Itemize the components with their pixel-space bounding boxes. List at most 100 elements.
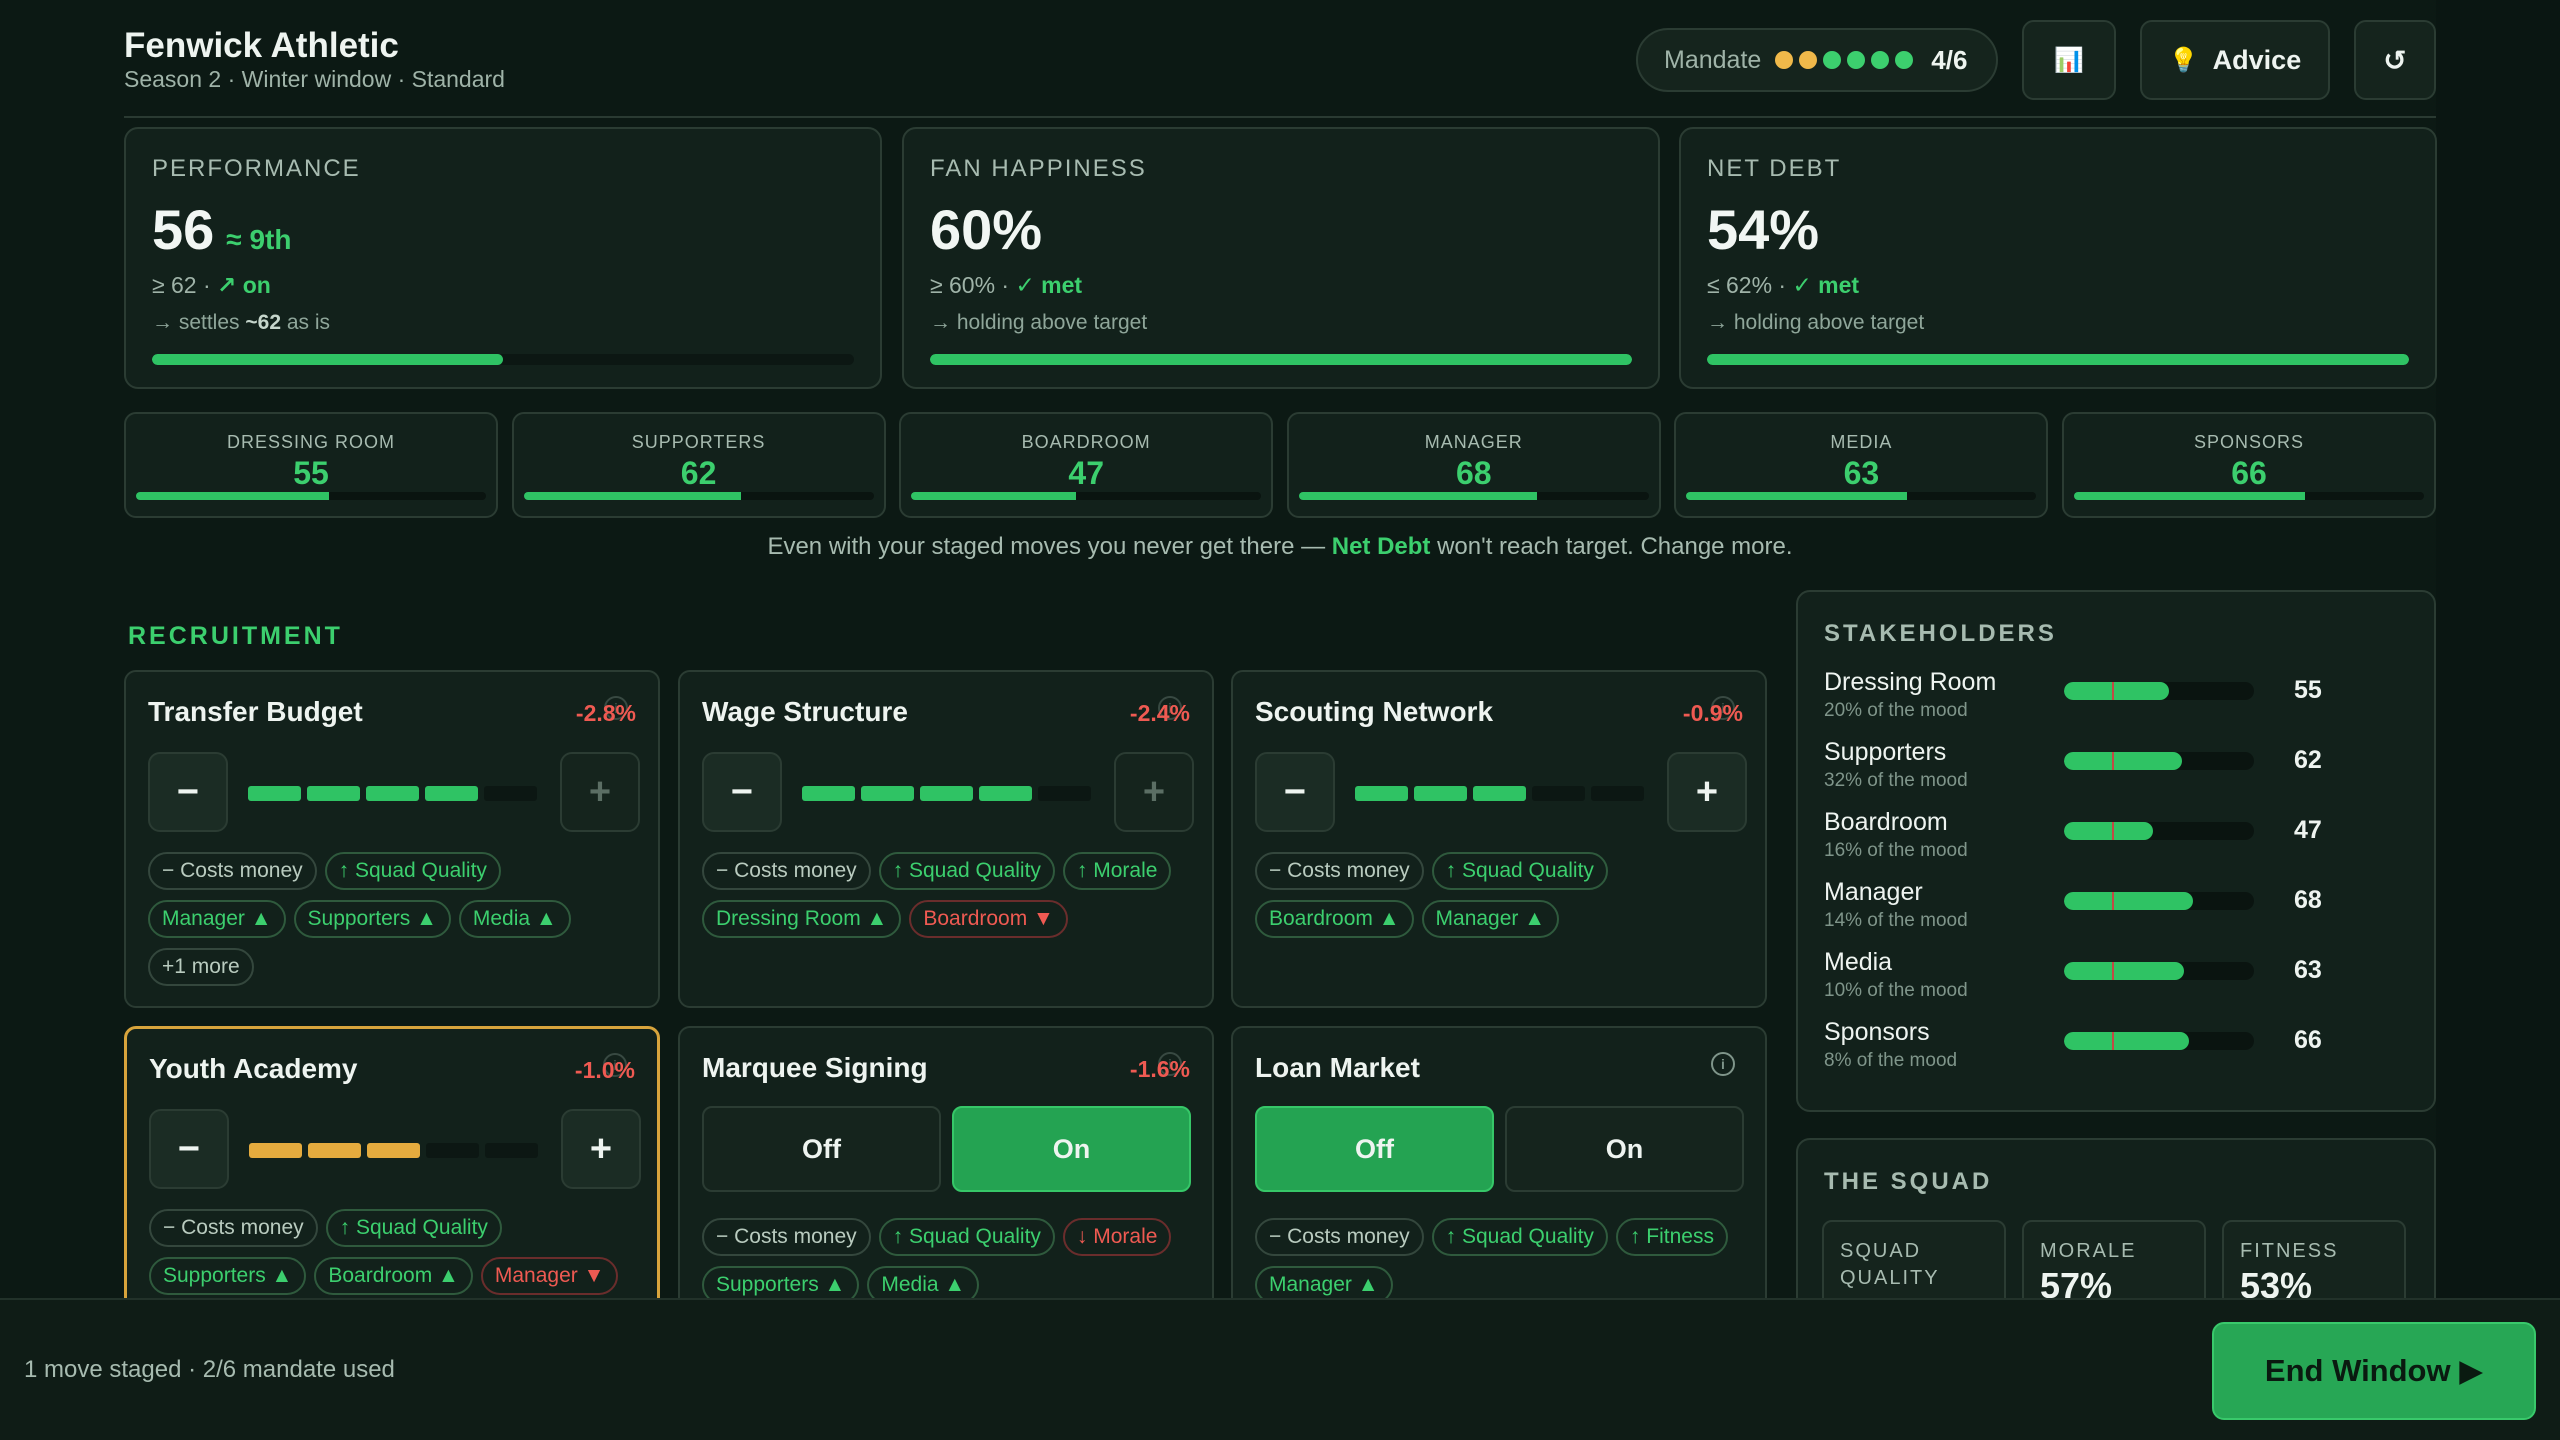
toggle-on-button[interactable]: On xyxy=(952,1106,1191,1192)
stakeholder-row-dressing-room: Dressing Room 20% of the mood 55 xyxy=(1824,668,2414,728)
mini-stat-media: MEDIA 63 xyxy=(1674,412,2049,518)
effect-chips: − Costs money ↑ Squad Quality ↑ Fitness Man… xyxy=(1255,1218,1747,1298)
metric-card-performance: PERFORMANCE 56 ≈ 9th ≥ 62 · ↗ on → settles ~… xyxy=(124,127,882,389)
lever-card-loan-market[interactable]: Loan Market i Off On − Costs money ↑ Squad Qu… xyxy=(1231,1026,1767,1298)
mandate-dot xyxy=(1871,51,1890,69)
stats-button[interactable]: 📊 xyxy=(2022,20,2116,100)
effect-chip: ↑ Squad Quality xyxy=(1431,852,1608,890)
metric-projection: → holding above target xyxy=(930,311,1632,335)
metric-progress-fill xyxy=(930,354,1632,365)
level-meter xyxy=(249,1143,538,1158)
effect-chip: Supporters ▲ xyxy=(702,1266,860,1298)
lightbulb-icon: 💡 xyxy=(2168,46,2199,74)
info-icon[interactable]: i xyxy=(1711,1052,1735,1076)
stakeholder-row-sponsors: Sponsors 8% of the mood 66 xyxy=(1824,1018,2414,1078)
effect-chip: Manager ▲ xyxy=(148,900,286,938)
effect-chip: Boardroom ▼ xyxy=(909,900,1068,938)
lever-title: Loan Market xyxy=(1255,1052,1420,1083)
decrease-button[interactable]: − xyxy=(702,752,782,832)
stakeholder-value: 68 xyxy=(2294,886,2322,914)
stakeholder-value: 62 xyxy=(2294,746,2322,774)
increase-button[interactable]: + xyxy=(561,1109,641,1189)
mini-stat-bar xyxy=(136,492,486,500)
effect-chip: − Costs money xyxy=(702,1218,871,1256)
mini-stat-supporters: SUPPORTERS 62 xyxy=(511,412,886,518)
metric-card-fan-happiness: FAN HAPPINESS 60% ≥ 60% · ✓ met → holding a… xyxy=(902,127,1660,389)
metric-label: FAN HAPPINESS xyxy=(930,155,1147,182)
mini-stat-fill xyxy=(136,492,329,500)
level-segment xyxy=(366,786,419,801)
mini-stat-value: 63 xyxy=(1843,455,1880,491)
decrease-button[interactable]: − xyxy=(149,1109,229,1189)
effect-chip: Supporters ▲ xyxy=(293,900,451,938)
mini-stat-manager: MANAGER 68 xyxy=(1286,412,1661,518)
stakeholder-bar xyxy=(2064,822,2254,840)
effect-chip: ↓ Morale xyxy=(1062,1218,1172,1256)
advice-button[interactable]: 💡 Advice xyxy=(2140,20,2330,100)
effect-chip: ↑ Squad Quality xyxy=(1431,1218,1608,1256)
info-icon[interactable]: i xyxy=(1158,1052,1182,1076)
mini-stat-boardroom: BOARDROOM 47 xyxy=(899,412,1274,518)
lever-card-wage-structure[interactable]: Wage Structure i -2.4% − + − Costs money ↑ Squ… xyxy=(678,670,1214,1008)
squad-panel: THE SQUAD SQUAD QUALITY MORALE 57% FITNESS 5… xyxy=(1796,1138,2436,1298)
metric-progress-fill xyxy=(1707,354,2409,365)
info-icon[interactable]: i xyxy=(1158,696,1182,720)
info-icon[interactable]: i xyxy=(1711,696,1735,720)
squad-stat-label: FITNESS xyxy=(2240,1240,2339,1262)
metric-progress-fill xyxy=(152,354,503,365)
info-icon[interactable]: i xyxy=(604,696,628,720)
decrease-button[interactable]: − xyxy=(1255,752,1335,832)
mini-stat-bar xyxy=(911,492,1262,500)
mandate-label: Mandate xyxy=(1664,45,1762,74)
lever-card-marquee-signing[interactable]: Marquee Signing i -1.6% Off On − Costs money ↑… xyxy=(678,1026,1214,1298)
stakeholder-name: Boardroom xyxy=(1824,808,1948,836)
lever-card-youth-academy[interactable]: Youth Academy i -1.0% − + − Costs money ↑ Squa… xyxy=(124,1026,660,1298)
stakeholder-weight: 10% of the mood xyxy=(1824,980,1968,1001)
metric-number: 60% xyxy=(930,198,1043,261)
stakeholder-name: Sponsors xyxy=(1824,1018,1930,1046)
club-name: Fenwick Athletic xyxy=(124,26,399,65)
level-segment xyxy=(485,1143,538,1158)
mandate-count: 4/6 xyxy=(1931,44,1968,75)
lever-card-transfer-budget[interactable]: Transfer Budget i -2.8% − + − Costs money ↑ Sq… xyxy=(124,670,660,1008)
lever-cost-delta: -2.8% xyxy=(575,700,636,726)
effect-chip: Media ▲ xyxy=(867,1266,980,1298)
metric-projection: → holding above target xyxy=(1707,311,2409,335)
metric-rank: ≈ 9th xyxy=(226,224,292,255)
stakeholder-target-marker xyxy=(2112,892,2114,910)
mini-stat-fill xyxy=(2074,492,2305,500)
metric-status: ≥ 62 · ↗ on xyxy=(152,272,854,299)
warning-text-end: won't reach target. Change more. xyxy=(1430,533,1793,560)
lever-cost-delta: -1.6% xyxy=(1129,1056,1190,1082)
stakeholder-name: Supporters xyxy=(1824,738,1947,766)
mini-stat-value: 55 xyxy=(293,455,329,491)
stakeholder-target-marker xyxy=(2112,1032,2114,1050)
stakeholder-bar xyxy=(2064,962,2254,980)
stakeholder-row-manager: Manager 14% of the mood 68 xyxy=(1824,878,2414,938)
info-icon[interactable]: i xyxy=(603,1053,627,1077)
decrease-button[interactable]: − xyxy=(148,752,228,832)
bar-chart-icon: 📊 xyxy=(2054,46,2084,74)
level-segment xyxy=(1355,786,1408,801)
mini-stat-fill xyxy=(1686,492,1907,500)
level-segment xyxy=(1414,786,1467,801)
section-title-recruitment: RECRUITMENT xyxy=(128,622,343,650)
stakeholder-weight: 32% of the mood xyxy=(1824,770,1968,791)
increase-button[interactable]: + xyxy=(560,752,640,832)
toggle-off-button[interactable]: Off xyxy=(1255,1106,1494,1192)
reset-button[interactable]: ↺ xyxy=(2354,20,2436,100)
main-content: Fenwick Athletic Season 2 · Winter windo… xyxy=(124,20,2437,1298)
metric-number: 56 xyxy=(152,198,215,261)
increase-button[interactable]: + xyxy=(1667,752,1747,832)
end-window-button[interactable]: End Window ▶ xyxy=(2212,1322,2536,1420)
lever-card-scouting-network[interactable]: Scouting Network i -0.9% − + − Costs money ↑ S… xyxy=(1231,670,1767,1008)
mini-stat-value: 66 xyxy=(2231,455,2267,491)
stakeholder-bar xyxy=(2064,1032,2254,1050)
increase-button[interactable]: + xyxy=(1114,752,1194,832)
stakeholder-bar-fill xyxy=(2064,822,2154,840)
effect-chip: Manager ▼ xyxy=(480,1257,619,1295)
more-effects-chip[interactable]: +1 more xyxy=(148,948,254,986)
toggle-off-button[interactable]: Off xyxy=(702,1106,941,1192)
toggle-on-button[interactable]: On xyxy=(1505,1106,1744,1192)
metric-target: ≥ 60% · xyxy=(930,272,1016,298)
